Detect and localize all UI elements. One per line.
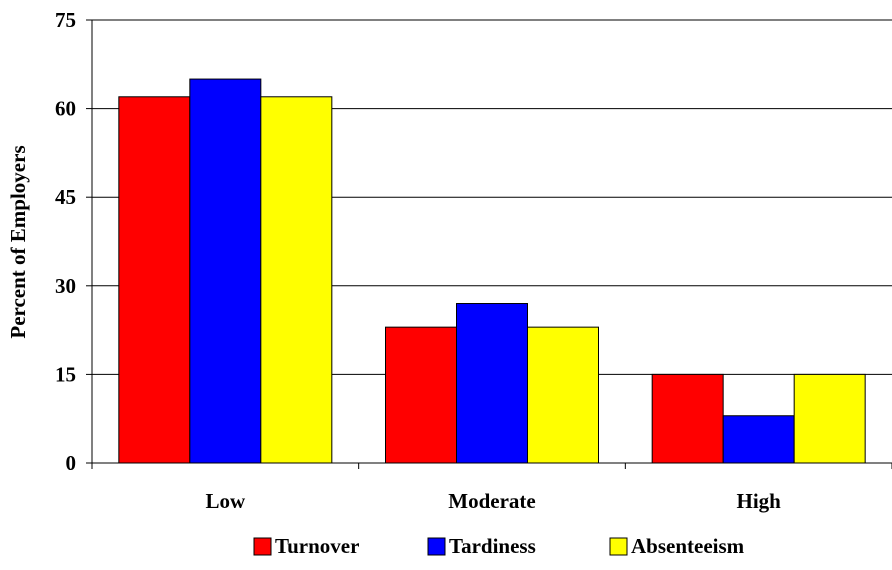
legend-label-turnover: Turnover xyxy=(275,534,359,558)
bar-tardiness-low xyxy=(189,78,262,464)
bar-turnover-high xyxy=(651,373,724,464)
y-axis-label: Percent of Employers xyxy=(6,145,30,338)
bar-turnover-low xyxy=(118,96,191,464)
x-tick-label: Low xyxy=(205,489,246,513)
y-tick-labels: 0 15 30 45 60 75 xyxy=(55,8,76,475)
y-tick-label: 45 xyxy=(55,185,76,209)
legend: Turnover Tardiness Absenteeism xyxy=(253,534,745,558)
bar-tardiness-moderate xyxy=(456,303,528,464)
bar-tardiness-high xyxy=(722,415,795,464)
bar-absenteeism-low xyxy=(260,96,333,464)
y-tick-label: 75 xyxy=(55,8,76,32)
legend-swatch-absenteeism xyxy=(609,537,628,556)
axes xyxy=(86,19,892,469)
bar-absenteeism-moderate xyxy=(527,326,599,464)
x-tick-label: High xyxy=(736,489,781,513)
legend-swatch-turnover xyxy=(253,537,272,556)
y-tick-label: 0 xyxy=(66,451,77,475)
bars xyxy=(118,78,866,464)
x-tick-labels: Low Moderate High xyxy=(205,489,781,513)
y-tick-label: 15 xyxy=(55,362,76,386)
legend-label-absenteeism: Absenteeism xyxy=(631,534,745,558)
bar-absenteeism-high xyxy=(793,373,866,464)
legend-label-tardiness: Tardiness xyxy=(449,534,536,558)
legend-swatch-tardiness xyxy=(427,537,446,556)
bar-turnover-moderate xyxy=(385,326,457,464)
y-tick-label: 60 xyxy=(55,97,76,121)
y-tick-label: 30 xyxy=(55,274,76,298)
x-tick-label: Moderate xyxy=(448,489,535,513)
